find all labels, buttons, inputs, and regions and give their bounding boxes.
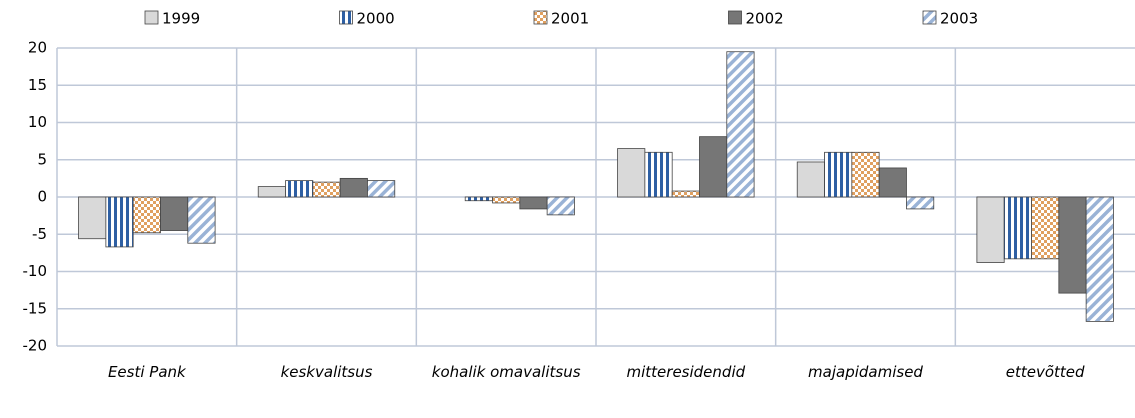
- bar: [796, 161, 825, 198]
- bar: [78, 196, 107, 240]
- x-tick-label: mitteresidendid: [626, 363, 746, 381]
- y-tick-label: -10: [23, 262, 48, 280]
- bar: [312, 181, 341, 198]
- bar: [367, 180, 396, 198]
- y-tick-label: -15: [23, 299, 48, 317]
- y-tick-label: 20: [28, 39, 47, 57]
- legend-label: 2003: [940, 10, 978, 28]
- bar: [976, 196, 1005, 263]
- bar: [160, 196, 189, 231]
- y-tick-label: 15: [28, 76, 47, 94]
- x-tick-label: kohalik omavalitsus: [431, 363, 581, 381]
- bar: [906, 196, 935, 210]
- x-tick-label: keskvalitsus: [280, 363, 373, 381]
- legend-swatch: [728, 10, 742, 25]
- bar: [519, 196, 548, 210]
- bar: [824, 151, 853, 198]
- legend-swatch: [922, 10, 937, 25]
- bar: [1031, 196, 1060, 260]
- bar: [492, 196, 521, 204]
- y-tick-label: 10: [28, 113, 47, 131]
- bar: [132, 196, 161, 234]
- legend-label: 2000: [357, 10, 395, 28]
- bar: [671, 190, 700, 198]
- bar: [257, 186, 286, 198]
- bar: [617, 148, 646, 198]
- legend-swatch: [339, 10, 353, 25]
- bar: [699, 136, 728, 198]
- legend-swatch: [533, 10, 548, 25]
- bar: [726, 51, 755, 198]
- legend-swatch: [144, 10, 159, 25]
- bar: [1058, 196, 1087, 294]
- x-tick-label: Eesti Pank: [107, 363, 186, 381]
- bar: [339, 177, 368, 198]
- x-tick-label: majapidamised: [808, 363, 923, 381]
- bar: [644, 151, 673, 198]
- bar: [285, 180, 314, 198]
- bar: [546, 196, 575, 216]
- y-tick-label: -20: [23, 337, 48, 355]
- y-tick-label: -5: [32, 225, 47, 243]
- legend-label: 2001: [551, 10, 589, 28]
- legend-label: 2002: [746, 10, 784, 28]
- bar: [464, 196, 493, 202]
- y-tick-label: 0: [37, 188, 47, 206]
- bar: [1085, 196, 1114, 322]
- bar: [187, 196, 216, 244]
- y-tick-label: 5: [37, 150, 47, 168]
- legend-label: 1999: [162, 10, 200, 28]
- bar: [878, 167, 907, 198]
- bar: [105, 196, 134, 248]
- bar: [851, 151, 880, 198]
- bar: [1003, 196, 1032, 260]
- x-tick-label: ettevõtted: [1005, 363, 1085, 381]
